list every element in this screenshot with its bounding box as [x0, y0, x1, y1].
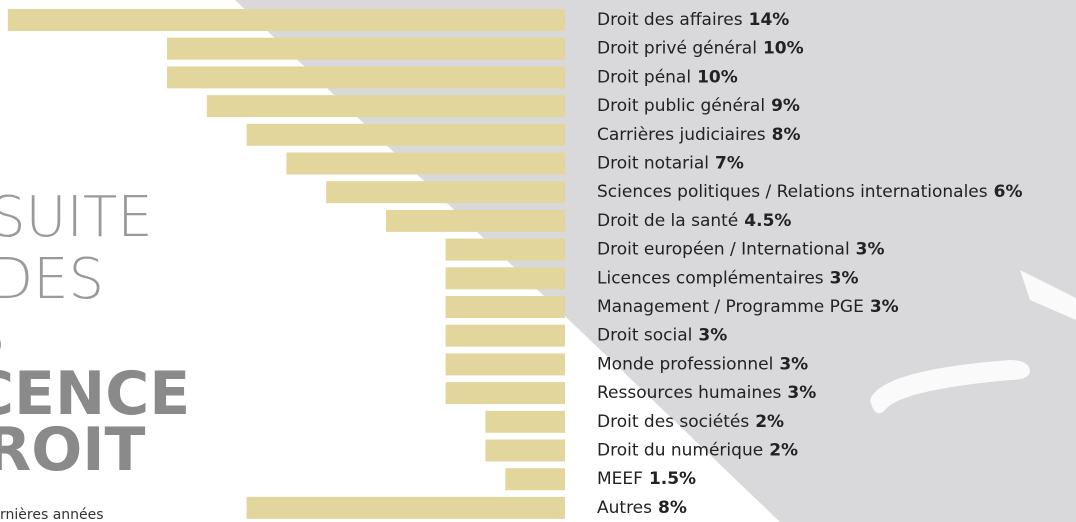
- value-label: 3%: [856, 240, 885, 260]
- side-text: SUITE: [0, 185, 153, 250]
- bar-label: Droit de la santé 4.5%: [597, 211, 791, 231]
- side-text: rnières années: [0, 507, 104, 522]
- bar: [167, 66, 565, 88]
- bar: [446, 325, 565, 347]
- category-label: Management / Programme PGE: [597, 297, 864, 317]
- side-text: ROIT: [0, 415, 146, 485]
- category-label: Sciences politiques / Relations internat…: [597, 182, 988, 202]
- bar: [167, 38, 565, 60]
- bar-label: Droit européen / International 3%: [597, 240, 885, 260]
- bar: [386, 210, 565, 232]
- bar: [485, 411, 565, 433]
- category-label: Licences complémentaires: [597, 268, 824, 288]
- category-label: Droit social: [597, 326, 692, 346]
- value-label: 8%: [772, 125, 801, 145]
- category-label: Carrières judiciaires: [597, 125, 766, 145]
- bar: [446, 382, 565, 404]
- category-label: Droit public général: [597, 96, 765, 116]
- value-label: 10%: [763, 39, 804, 59]
- value-label: 10%: [697, 67, 738, 87]
- bar-label: Sciences politiques / Relations internat…: [597, 182, 1022, 202]
- value-label: 3%: [830, 268, 859, 288]
- category-label: MEEF: [597, 469, 643, 489]
- category-label: Droit des sociétés: [597, 412, 749, 432]
- bar: [207, 95, 565, 117]
- bar: [446, 239, 565, 261]
- category-label: Droit du numérique: [597, 441, 763, 461]
- value-label: 8%: [658, 498, 687, 518]
- bar: [446, 267, 565, 289]
- bar-label: Droit privé général 10%: [597, 39, 804, 59]
- side-text: DES: [0, 247, 104, 312]
- category-label: Droit pénal: [597, 67, 691, 87]
- value-label: 2%: [769, 441, 798, 461]
- value-label: 3%: [787, 383, 816, 403]
- value-label: 2%: [755, 412, 784, 432]
- bar: [286, 153, 565, 175]
- bar-label: Autres 8%: [597, 498, 687, 518]
- bar: [446, 353, 565, 375]
- bar-label: MEEF 1.5%: [597, 469, 696, 489]
- value-label: 9%: [771, 96, 800, 116]
- bar-label: Droit des sociétés 2%: [597, 412, 784, 432]
- value-label: 14%: [749, 10, 790, 30]
- category-label: Droit des affaires: [597, 10, 743, 30]
- value-label: 1.5%: [649, 469, 696, 489]
- bar-label: Droit pénal 10%: [597, 67, 738, 87]
- bar-label: Management / Programme PGE 3%: [597, 297, 899, 317]
- infographic: SUITEDESSCENCEROITrnières années Droit d…: [0, 0, 1076, 522]
- category-label: Droit européen / International: [597, 240, 850, 260]
- bar: [247, 497, 565, 519]
- bar: [326, 181, 565, 203]
- bar-label: Droit notarial 7%: [597, 154, 744, 174]
- bar-label: Droit social 3%: [597, 326, 727, 346]
- bar-label: Droit des affaires 14%: [597, 10, 789, 30]
- side-title: SUITEDESSCENCEROITrnières années: [0, 185, 190, 522]
- category-label: Droit de la santé: [597, 211, 738, 231]
- category-label: Ressources humaines: [597, 383, 782, 403]
- category-label: Droit notarial: [597, 154, 709, 174]
- category-label: Autres: [597, 498, 652, 518]
- bar: [8, 9, 565, 31]
- value-label: 3%: [698, 326, 727, 346]
- bar-label: Licences complémentaires 3%: [597, 268, 859, 288]
- value-label: 6%: [994, 182, 1023, 202]
- bar: [446, 296, 565, 318]
- value-label: 4.5%: [744, 211, 791, 231]
- value-label: 3%: [870, 297, 899, 317]
- bar: [247, 124, 565, 146]
- bar: [485, 440, 565, 462]
- value-label: 7%: [715, 154, 744, 174]
- bar: [505, 468, 565, 490]
- category-label: Droit privé général: [597, 39, 757, 59]
- category-label: Monde professionnel: [597, 354, 773, 374]
- value-label: 3%: [779, 354, 808, 374]
